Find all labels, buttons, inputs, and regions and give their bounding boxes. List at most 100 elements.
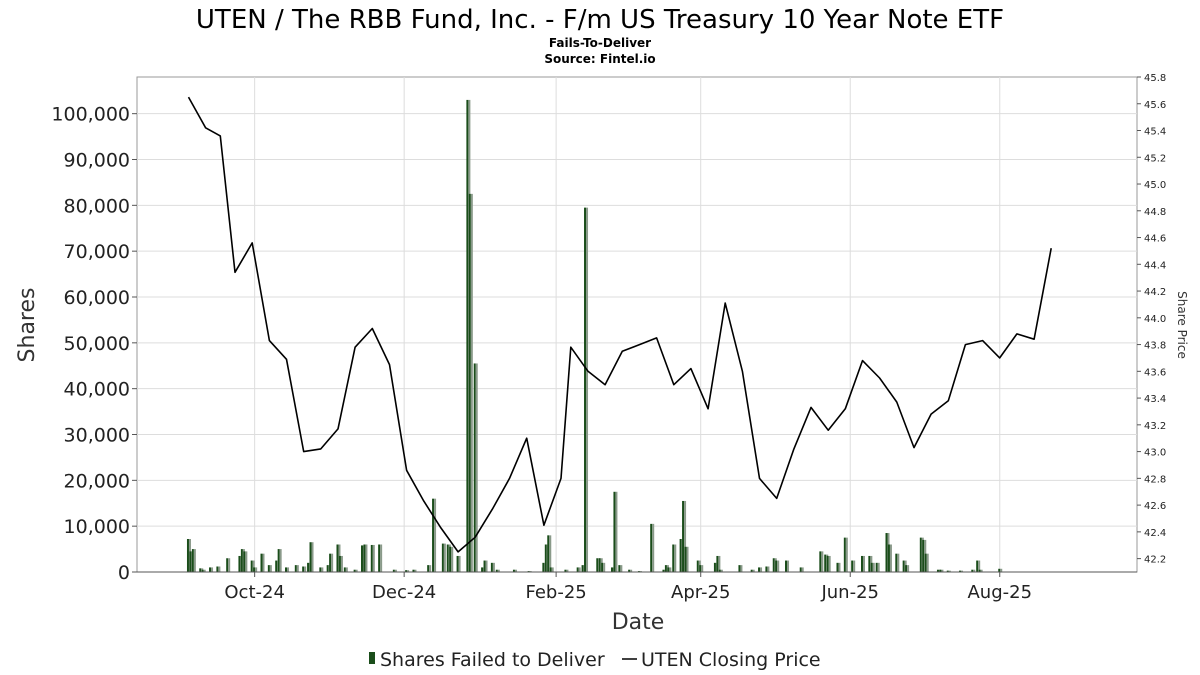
fails-bar [512,569,515,572]
fails-bar-shade [211,567,214,572]
fails-bar [238,555,241,572]
fails-bar [427,565,430,572]
fails-bar-shade [720,569,723,572]
fails-bar [277,549,280,572]
fails-bar [260,553,263,572]
fails-bar [201,569,204,572]
fails-bar [319,567,322,572]
fails-bar [662,569,665,572]
fails-bar-shade [549,535,552,572]
y2-tick-label: 42.6 [1144,501,1166,512]
y2-tick-label: 44.8 [1144,207,1166,218]
fails-bar-shade [262,553,265,572]
fails-bar [576,567,579,572]
x-tick-label: Dec-24 [372,582,436,603]
fails-bar [370,544,373,572]
fails-bar-shade [615,491,618,572]
fails-bar-shade [252,560,255,572]
fails-bar [309,542,312,572]
fails-bar-shade [777,560,780,572]
fails-bar-shade [926,553,929,572]
fails-bar [836,562,839,572]
fails-bar-shade [394,569,397,572]
fails-bar [919,537,922,572]
fails-bar-shade [492,562,495,572]
plot-area [136,76,1138,573]
y2-tick-label: 42.2 [1144,555,1166,566]
fails-bar-shade [845,537,848,572]
fails-bar [294,565,297,572]
fails-bar-shade [718,555,721,572]
y-tick-label: 100,000 [51,104,130,126]
x-tick-label: Feb-25 [525,582,586,603]
fails-bar-shade [941,569,944,572]
fails-bar [343,567,346,572]
x-axis-ticks: Oct-24 Dec-24 Feb-25 Apr-25 Jun-25 Aug-25 [224,572,1032,603]
fails-bar [240,549,243,572]
fails-bar-shade [365,544,368,572]
fails-bar [905,565,908,572]
fails-bar-shade [948,570,951,572]
x-tick-label: Oct-24 [224,582,285,603]
fails-bar [758,567,761,572]
fails-bar-shade [321,567,324,572]
fails-bar [216,566,219,572]
y2-tick-label: 43.4 [1144,394,1166,405]
chart-subtitle-2: Source: Fintel.io [544,52,655,66]
fails-bar [939,569,942,572]
fails-bar-shade [345,567,348,572]
fails-bar [875,562,878,572]
fails-bar [285,567,288,572]
y2-tick-label: 45.0 [1144,180,1166,191]
fails-bar [613,491,616,572]
fails-bar [243,551,246,572]
fails-bar [191,549,194,572]
y-tick-label: 60,000 [64,287,130,309]
fails-bar [446,544,449,572]
x-axis-label: Date [612,610,665,635]
fails-bar-shade [470,193,473,572]
fails-bar [199,568,202,572]
fails-bar [618,565,621,572]
fails-bar-shade [978,560,981,572]
fails-bar-shade [669,567,672,572]
fails-bar-shade [514,569,517,572]
fails-bar [713,562,716,572]
fails-bar-shade [973,569,976,572]
fails-bar-shade [497,569,500,572]
fails-bar [329,553,332,572]
legend: Shares Failed to Deliver UTEN Closing Pr… [369,649,821,671]
chart-subtitle-1: Fails-To-Deliver [549,36,651,50]
fails-bar-shade [578,567,581,572]
fails-bar-shade [287,567,290,572]
fails-bar-shade [1000,568,1003,572]
y2-axis-label: Share Price [1175,291,1189,359]
fails-bar-shade [828,555,831,572]
fails-bar [360,545,363,572]
fails-bar [598,558,601,572]
fails-bar [189,551,192,572]
fails-bar [495,569,498,572]
fails-bar-shade [304,566,307,572]
fails-bar-shade [701,565,704,572]
fails-bar [581,565,584,572]
fails-bar [696,560,699,572]
y-axis-label: Shares [15,288,40,363]
fails-bar [186,539,189,572]
fails-bar [302,566,305,572]
fails-bar-shade [862,555,865,572]
fails-bar [824,554,827,572]
fails-bar [363,544,366,572]
y2-tick-label: 43.6 [1144,367,1166,378]
fails-bar [868,555,871,572]
y-tick-label: 0 [118,562,130,584]
fails-bar [978,569,981,572]
y2-axis-ticks: 42.2 42.4 42.6 42.8 43.0 43.2 43.4 43.6 43.8 44.0… [1137,73,1166,566]
fails-bar-shade [475,363,478,572]
fails-bar [684,546,687,572]
fails-bar [885,533,888,572]
y-tick-label: 30,000 [64,425,130,447]
y-tick-label: 70,000 [64,241,130,263]
y-axis-ticks: 0 10,000 20,000 30,000 40,000 50,000 60,000 70,… [51,104,137,584]
fails-bar [976,560,979,572]
